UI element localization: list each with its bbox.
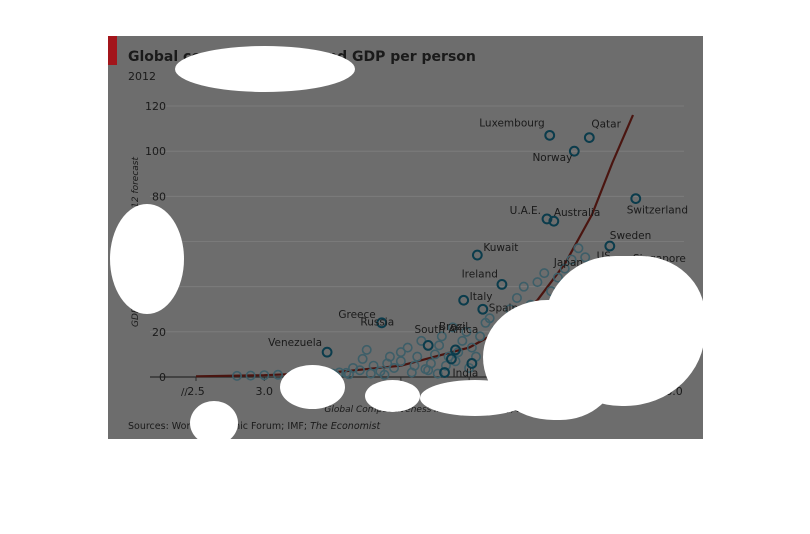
- point-label: India: [453, 367, 479, 379]
- point-label: Kuwait: [483, 242, 518, 254]
- labelled-point: [583, 132, 595, 144]
- data-point: [440, 360, 451, 371]
- data-point: [539, 268, 550, 279]
- data-point: [425, 358, 436, 369]
- data-point: [361, 344, 372, 355]
- x-tick-label: 2.5: [187, 385, 205, 398]
- x-axis-title: Global Competitiveness Index score (1-7)…: [324, 405, 539, 415]
- data-point: [379, 369, 390, 380]
- x-tick-label: 3.0: [256, 385, 274, 398]
- data-point: [461, 326, 472, 337]
- data-point: [406, 367, 417, 378]
- labelled-point: [439, 367, 450, 378]
- source-note: Sources: World Economic Forum; IMF; The …: [128, 421, 380, 432]
- data-point: [357, 353, 368, 364]
- y-tick-label: 120: [145, 100, 166, 113]
- labelled-point: [630, 193, 642, 204]
- labelled-point: [422, 339, 434, 351]
- axis-break-icon: //: [181, 387, 188, 398]
- point-label: Venezuela: [268, 337, 322, 349]
- data-point: [453, 347, 464, 358]
- point-label: Italy: [470, 291, 493, 303]
- point-label: Russia: [360, 316, 394, 328]
- point-label: U.A.E.: [510, 205, 541, 217]
- y-tick-label: 100: [145, 145, 166, 158]
- data-point: [573, 243, 584, 254]
- data-point: [365, 368, 376, 379]
- data-point: [443, 351, 454, 362]
- data-point: [532, 277, 543, 288]
- data-point: [511, 292, 522, 303]
- point-label: Japan: [553, 257, 583, 269]
- labelled-point: [548, 215, 560, 227]
- white-patch: [190, 401, 238, 445]
- accent-bar: [108, 36, 117, 65]
- point-label: South Africa: [414, 324, 478, 336]
- labelled-point: [471, 249, 483, 261]
- data-point: [447, 322, 458, 333]
- labelled-point: [466, 358, 478, 369]
- white-patch: [365, 380, 420, 412]
- white-patch: [110, 204, 184, 314]
- data-point: [420, 364, 431, 375]
- data-point: [436, 331, 447, 342]
- point-label: Sweden: [610, 230, 652, 242]
- data-point: [231, 370, 242, 381]
- point-label: Switzerland: [627, 205, 688, 217]
- data-point: [457, 335, 468, 346]
- labelled-point: [376, 317, 388, 329]
- data-point: [259, 370, 270, 381]
- y-tick-label: 80: [152, 190, 166, 203]
- data-point: [484, 313, 495, 324]
- data-point: [566, 254, 577, 265]
- y-tick-label: 20: [152, 326, 166, 339]
- labelled-point: [445, 353, 457, 365]
- data-point: [429, 349, 440, 360]
- white-patch: [420, 380, 530, 416]
- labelled-point: [450, 344, 461, 356]
- white-patch: [280, 365, 345, 409]
- data-point: [412, 351, 423, 362]
- data-point: [466, 342, 477, 353]
- data-point: [402, 342, 413, 353]
- labelled-point: [496, 279, 508, 290]
- data-point: [395, 356, 406, 367]
- labelled-point: [477, 303, 489, 315]
- data-point: [354, 365, 365, 376]
- data-point: [343, 369, 354, 380]
- data-point: [384, 351, 395, 362]
- white-patch: [175, 46, 355, 92]
- labelled-point: [458, 294, 470, 306]
- point-label: Brazil: [439, 321, 468, 333]
- point-label: Australia: [554, 207, 600, 219]
- point-label: Qatar: [591, 119, 621, 131]
- chart-subtitle: 2012: [128, 70, 156, 83]
- point-label: Norway: [532, 152, 572, 164]
- data-point: [434, 340, 445, 351]
- labelled-point: [604, 240, 616, 252]
- labelled-point: [321, 346, 333, 358]
- data-point: [518, 281, 529, 292]
- data-point: [245, 370, 256, 381]
- data-point: [432, 368, 443, 379]
- point-label: Luxembourg: [479, 117, 544, 129]
- point-label: Ireland: [462, 268, 498, 280]
- labelled-point: [568, 145, 580, 157]
- data-point: [272, 369, 283, 380]
- y-tick-label: 0: [159, 371, 166, 384]
- data-point: [389, 362, 400, 373]
- labelled-point: [544, 129, 556, 141]
- point-label: Greece: [338, 309, 375, 321]
- data-point: [475, 331, 486, 342]
- labelled-point: [541, 213, 553, 225]
- source-italic: The Economist: [310, 421, 381, 432]
- data-point: [559, 263, 570, 274]
